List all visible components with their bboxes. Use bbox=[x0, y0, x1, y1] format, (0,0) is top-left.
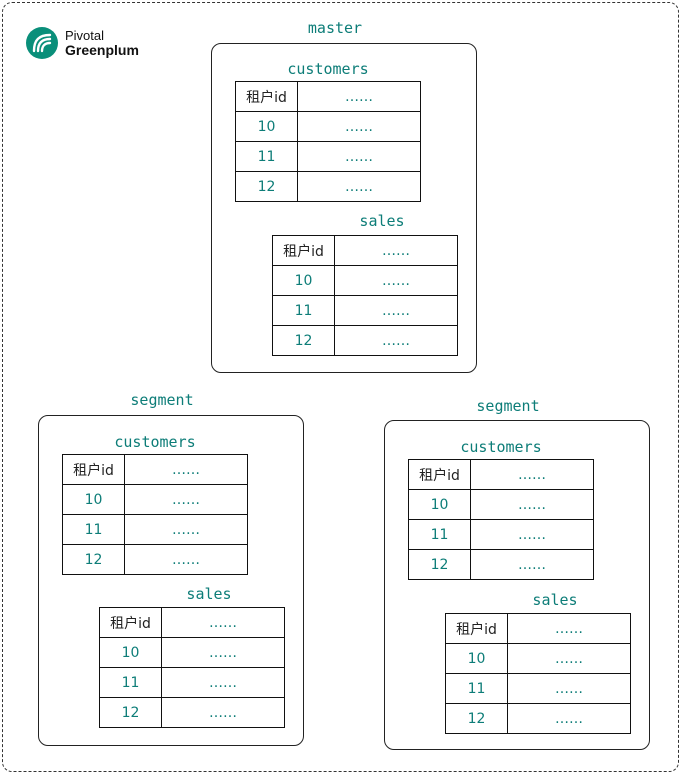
segment-node-2-title: segment bbox=[476, 397, 540, 415]
table-header-cell: 租户id bbox=[408, 459, 471, 490]
table-cell: 12 bbox=[445, 703, 508, 734]
table-cell: 12 bbox=[235, 171, 298, 202]
table-cell: 10 bbox=[62, 484, 125, 515]
segment1-customers-title: customers bbox=[114, 433, 196, 451]
table-cell: …… bbox=[297, 111, 421, 142]
table-header-cell: …… bbox=[161, 607, 285, 638]
segment2-customers-title: customers bbox=[460, 438, 542, 456]
table-cell: 10 bbox=[99, 637, 162, 668]
table-cell: …… bbox=[124, 544, 248, 575]
table-cell: 12 bbox=[62, 544, 125, 575]
master-customers-title: customers bbox=[287, 60, 369, 78]
table-cell: …… bbox=[124, 514, 248, 545]
master-node-title: master bbox=[307, 19, 363, 37]
segment-node-1 bbox=[38, 415, 304, 746]
table-cell: 12 bbox=[408, 549, 471, 580]
table-cell: …… bbox=[507, 643, 631, 674]
table-header-cell: 租户id bbox=[445, 613, 508, 644]
table-cell: …… bbox=[334, 295, 458, 326]
table-header-cell: …… bbox=[470, 459, 594, 490]
table-cell: …… bbox=[161, 637, 285, 668]
table-header-cell: 租户id bbox=[272, 235, 335, 266]
table-cell: 11 bbox=[272, 295, 335, 326]
master-node bbox=[211, 43, 477, 373]
segment-node-1-title: segment bbox=[130, 391, 194, 409]
table-header-cell: …… bbox=[124, 454, 248, 485]
table-cell: 10 bbox=[272, 265, 335, 296]
greenplum-logo: Pivotal Greenplum bbox=[25, 26, 155, 66]
table-cell: …… bbox=[334, 325, 458, 356]
table-cell: 12 bbox=[99, 697, 162, 728]
table-cell: …… bbox=[470, 549, 594, 580]
master-sales-title: sales bbox=[359, 212, 405, 230]
table-header-cell: …… bbox=[334, 235, 458, 266]
table-cell: 11 bbox=[408, 519, 471, 550]
segment2-sales-title: sales bbox=[532, 591, 578, 609]
table-cell: …… bbox=[161, 697, 285, 728]
table-header-cell: …… bbox=[297, 81, 421, 112]
table-cell: 11 bbox=[62, 514, 125, 545]
table-cell: 11 bbox=[99, 667, 162, 698]
greenplum-logo-icon bbox=[26, 27, 58, 59]
table-cell: 11 bbox=[235, 141, 298, 172]
table-cell: 10 bbox=[445, 643, 508, 674]
table-cell: …… bbox=[297, 141, 421, 172]
segment-node-2 bbox=[384, 420, 650, 750]
table-cell: 12 bbox=[272, 325, 335, 356]
table-cell: …… bbox=[124, 484, 248, 515]
table-header-cell: 租户id bbox=[235, 81, 298, 112]
table-header-cell: 租户id bbox=[99, 607, 162, 638]
segment1-sales-title: sales bbox=[186, 585, 232, 603]
table-cell: …… bbox=[470, 489, 594, 520]
table-cell: 11 bbox=[445, 673, 508, 704]
logo-line-2: Greenplum bbox=[65, 42, 139, 58]
table-cell: …… bbox=[297, 171, 421, 202]
table-cell: 10 bbox=[235, 111, 298, 142]
table-cell: 10 bbox=[408, 489, 471, 520]
table-cell: …… bbox=[470, 519, 594, 550]
table-header-cell: 租户id bbox=[62, 454, 125, 485]
table-cell: …… bbox=[161, 667, 285, 698]
table-cell: …… bbox=[507, 703, 631, 734]
logo-line-1: Pivotal bbox=[65, 28, 105, 43]
table-cell: …… bbox=[334, 265, 458, 296]
table-header-cell: …… bbox=[507, 613, 631, 644]
table-cell: …… bbox=[507, 673, 631, 704]
